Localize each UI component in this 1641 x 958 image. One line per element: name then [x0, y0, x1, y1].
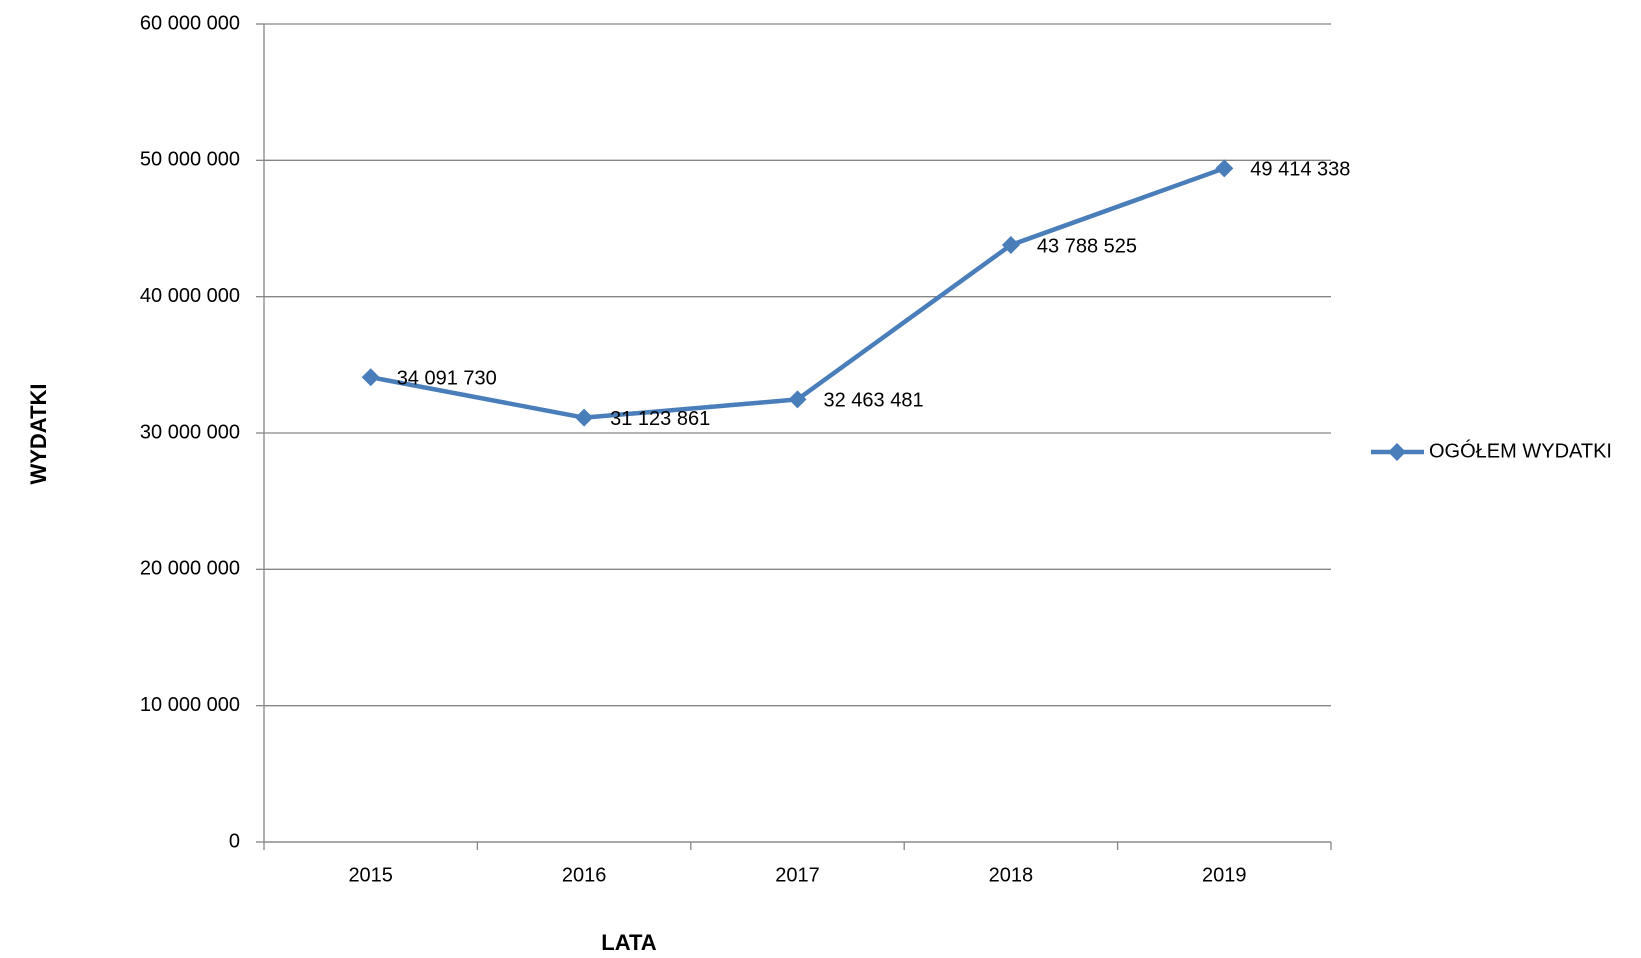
x-tick-label: 2016 [562, 864, 607, 886]
y-tick-label: 0 [229, 830, 240, 852]
legend-label: OGÓŁEM WYDATKI [1429, 439, 1612, 462]
x-tick-label: 2017 [775, 864, 820, 886]
y-tick-label: 40 000 000 [140, 285, 240, 307]
data-label: 32 463 481 [824, 390, 924, 412]
y-tick-label: 50 000 000 [140, 149, 240, 171]
data-label: 34 091 730 [397, 367, 497, 389]
point-marker [361, 368, 380, 387]
point-marker [575, 408, 594, 427]
data-label: 31 123 861 [610, 408, 710, 430]
x-tick-label: 2015 [348, 864, 393, 886]
x-axis-title: LATA [601, 930, 656, 955]
y-axis-title: WYDATKI [26, 383, 51, 484]
point-marker [788, 390, 807, 409]
point-marker [1001, 236, 1020, 255]
data-label: 49 414 338 [1250, 159, 1350, 181]
x-tick-label: 2018 [989, 864, 1034, 886]
y-tick-label: 10 000 000 [140, 694, 240, 716]
legend-marker [1388, 443, 1406, 461]
series-line [370, 166, 1226, 420]
y-tick-label: 30 000 000 [140, 421, 240, 443]
data-label: 43 788 525 [1037, 235, 1137, 257]
y-tick-label: 60 000 000 [140, 12, 240, 34]
point-marker [1215, 159, 1234, 178]
y-tick-label: 20 000 000 [140, 558, 240, 580]
x-tick-label: 2019 [1202, 864, 1247, 886]
